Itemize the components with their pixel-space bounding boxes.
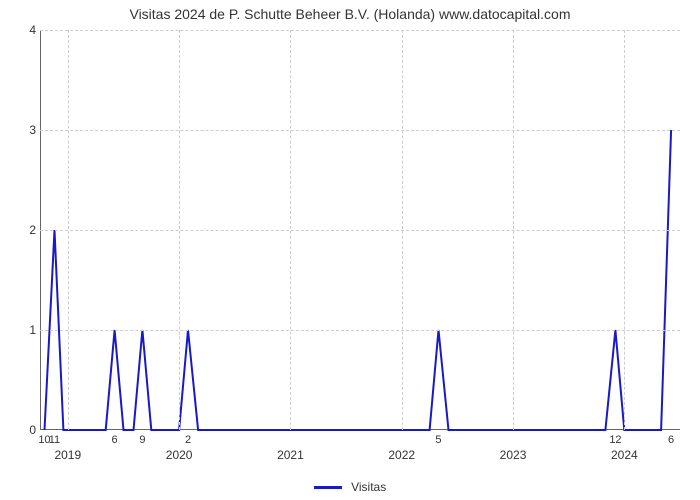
series-line-visitas [45, 130, 672, 430]
legend-label: Visitas [351, 480, 386, 494]
gridline-h [40, 230, 680, 231]
y-tick-label: 3 [22, 123, 36, 137]
gridline-v [179, 30, 180, 430]
legend-swatch [314, 486, 342, 489]
gridline-v [402, 30, 403, 430]
gridline-v [624, 30, 625, 430]
y-tick-label: 4 [22, 23, 36, 37]
gridline-h [40, 30, 680, 31]
x-tick-month: 11 [49, 434, 60, 446]
x-tick-year: 2019 [54, 448, 81, 462]
x-tick-month: 9 [139, 434, 145, 446]
x-tick-year: 2020 [166, 448, 193, 462]
chart-title: Visitas 2024 de P. Schutte Beheer B.V. (… [0, 6, 700, 22]
y-tick-label: 1 [22, 323, 36, 337]
gridline-h [40, 330, 680, 331]
x-tick-month: 6 [668, 434, 674, 446]
x-tick-month: 6 [112, 434, 118, 446]
plot-area [40, 30, 680, 430]
x-tick-month: 2 [185, 434, 191, 446]
gridline-v [68, 30, 69, 430]
legend: Visitas [0, 479, 700, 494]
x-tick-year: 2021 [277, 448, 304, 462]
gridline-v [290, 30, 291, 430]
x-tick-year: 2022 [388, 448, 415, 462]
x-tick-year: 2024 [611, 448, 638, 462]
y-tick-label: 2 [22, 223, 36, 237]
gridline-v [513, 30, 514, 430]
x-tick-month: 5 [435, 434, 441, 446]
x-tick-year: 2023 [500, 448, 527, 462]
y-tick-label: 0 [22, 423, 36, 437]
gridline-h [40, 130, 680, 131]
x-tick-month: 12 [609, 434, 621, 446]
